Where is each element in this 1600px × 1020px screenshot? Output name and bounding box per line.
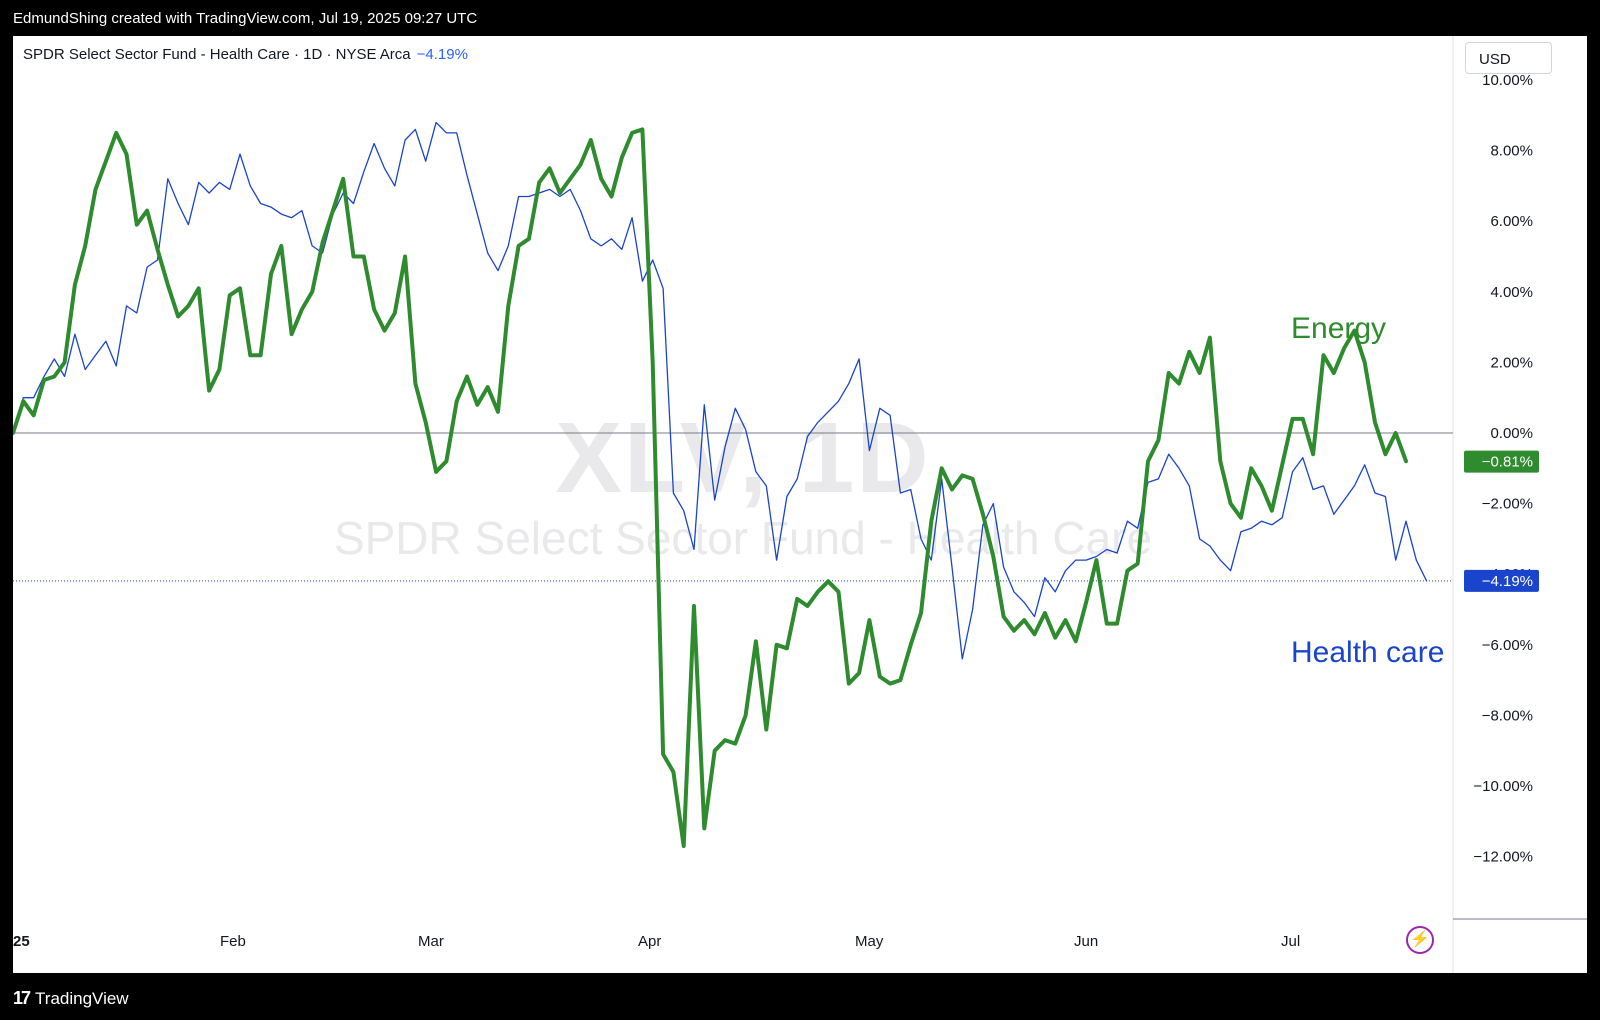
x-tick-label: Apr (638, 933, 661, 950)
attribution-bar: EdmundShing created with TradingView.com… (0, 0, 1600, 36)
y-tick-label: −2.00% (1482, 496, 1533, 513)
symbol-title: SPDR Select Sector Fund - Health Care · … (23, 46, 411, 63)
y-tick-label: −12.00% (1473, 849, 1533, 866)
health-series-line (13, 121, 1428, 660)
y-tick-label: 4.00% (1490, 284, 1533, 301)
attribution-text: EdmundShing created with TradingView.com… (13, 10, 478, 27)
health-series-label: Health care (1291, 636, 1445, 669)
tradingview-logo-icon: 17 (13, 988, 31, 1008)
x-tick-label: Jul (1281, 933, 1300, 950)
y-tick-label: 0.00% (1490, 425, 1533, 442)
energy-last-value-badge (1464, 450, 1539, 473)
lightning-bolt-icon[interactable]: ⚡ (1406, 926, 1434, 954)
y-tick-label: 10.00% (1482, 72, 1533, 89)
y-tick-label: −10.00% (1473, 778, 1533, 795)
watermark-name: SPDR Select Sector Fund - Health Care (333, 512, 1153, 564)
x-tick-label: Mar (418, 933, 444, 950)
tradingview-brand-text: TradingView (35, 988, 129, 1008)
energy-last-value-label: −0.81% (1482, 454, 1533, 471)
health-last-value-badge (1464, 569, 1539, 592)
y-tick-label: 2.00% (1490, 354, 1533, 371)
x-tick-label: May (855, 933, 884, 950)
x-tick-label: 25 (13, 933, 30, 950)
y-tick-label: −8.00% (1482, 707, 1533, 724)
chart-panel[interactable]: XLV, 1D SPDR Select Sector Fund - Health… (13, 36, 1587, 973)
symbol-change: −4.19% (416, 46, 468, 63)
footer-bar: 17 TradingView (0, 973, 1600, 1020)
currency-button[interactable]: USD (1465, 42, 1552, 74)
x-tick-label: Jun (1074, 933, 1098, 950)
y-tick-label: 6.00% (1490, 213, 1533, 230)
x-tick-label: Feb (220, 933, 246, 950)
energy-series-label: Energy (1291, 312, 1387, 345)
chart-svg[interactable]: 10.00% 8.00% 6.00% 4.00% 2.00% 0.00% −2.00% −4.… (13, 36, 1587, 973)
energy-series-line (13, 127, 1408, 848)
tradingview-logo[interactable]: 17 TradingView (13, 988, 129, 1009)
y-tick-label: 8.00% (1490, 143, 1533, 160)
health-last-value-label: −4.19% (1482, 573, 1533, 590)
symbol-legend[interactable]: SPDR Select Sector Fund - Health Care · … (23, 46, 468, 63)
y-tick-label: −6.00% (1482, 637, 1533, 654)
